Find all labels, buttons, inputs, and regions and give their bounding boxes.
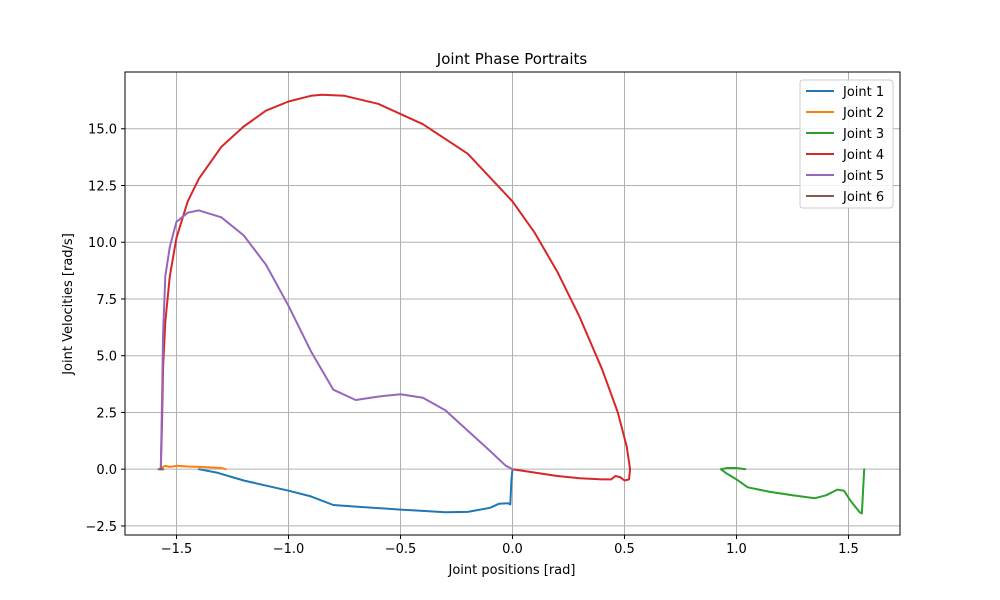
y-tick-label: 10.0 xyxy=(88,236,117,251)
x-tick-label: −0.5 xyxy=(385,542,417,557)
x-tick-label: 1.0 xyxy=(726,542,747,557)
y-axis-ticks: −2.5 0.0 2.5 5.0 7.5 10.0 12.5 15.0 xyxy=(85,123,125,535)
x-tick-label: −1.0 xyxy=(273,542,305,557)
y-tick-label: −2.5 xyxy=(85,520,117,535)
y-tick-label: 2.5 xyxy=(96,406,117,421)
series-line-joint-5 xyxy=(159,209,514,471)
y-axis-label: Joint Velocities [rad/s] xyxy=(61,233,76,376)
legend-label-joint-4: Joint 4 xyxy=(842,148,884,163)
series-lines xyxy=(157,93,866,515)
legend: Joint 1 Joint 2 Joint 3 Joint 4 Joint 5 Joint… xyxy=(799,79,894,209)
legend-label-joint-2: Joint 2 xyxy=(842,106,884,121)
legend-label-joint-3: Joint 3 xyxy=(842,127,884,142)
series-line-joint-3 xyxy=(719,467,866,515)
chart-title: Joint Phase Portraits xyxy=(436,50,588,68)
x-tick-label: 0.5 xyxy=(614,542,635,557)
legend-label-joint-5: Joint 5 xyxy=(842,169,884,184)
y-tick-label: 0.0 xyxy=(96,463,117,478)
series-line-joint-4 xyxy=(159,93,632,482)
y-tick-label: 12.5 xyxy=(88,179,117,194)
y-tick-label: 15.0 xyxy=(88,123,117,138)
grid-lines xyxy=(125,72,900,535)
series-line-joint-2 xyxy=(159,464,227,471)
y-tick-label: 5.0 xyxy=(96,350,117,365)
x-axis-label: Joint positions [rad] xyxy=(448,563,576,578)
x-tick-label: −1.5 xyxy=(161,542,193,557)
legend-label-joint-6: Joint 6 xyxy=(842,190,884,205)
x-axis-ticks: −1.5 −1.0 −0.5 0.0 0.5 1.0 1.5 xyxy=(161,535,859,557)
series-line-joint-1 xyxy=(197,468,514,514)
x-tick-label: 1.5 xyxy=(838,542,859,557)
y-tick-label: 7.5 xyxy=(96,293,117,308)
legend-label-joint-1: Joint 1 xyxy=(842,85,884,100)
x-tick-label: 0.0 xyxy=(502,542,523,557)
